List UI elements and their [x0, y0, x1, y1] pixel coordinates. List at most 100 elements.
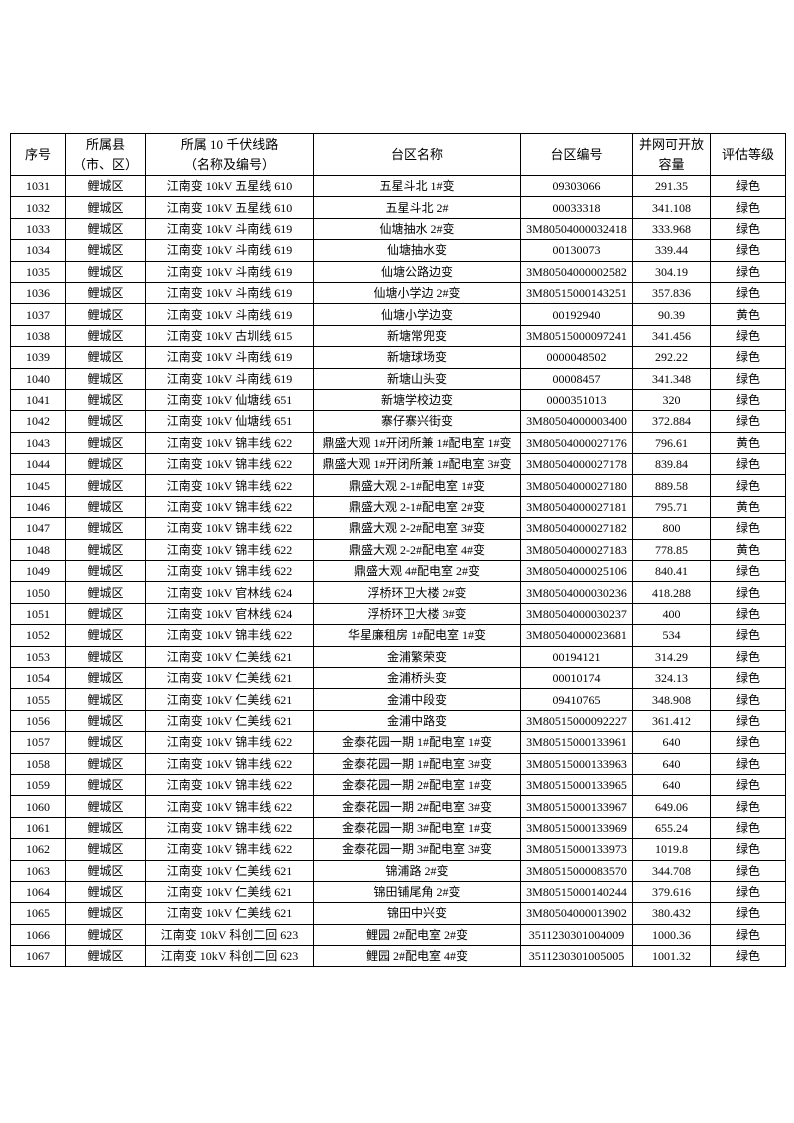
table-cell: 3M80504000027181 [520, 495, 633, 519]
table-row: 1039 鲤城区 江南变 10kV 斗南线 619 新塘球场变 0000048502 29… [10, 346, 786, 369]
table-cell: 1041 [10, 388, 66, 412]
table-cell: 江南变 10kV 斗南线 619 [145, 260, 314, 283]
header-cell: 台区编号 [520, 133, 633, 176]
table-cell: 1033 [10, 217, 66, 241]
table-cell: 江南变 10kV 斗南线 619 [145, 303, 314, 326]
table-row: 1065 鲤城区 江南变 10kV 仁美线 621 锦田中兴变 3M8050400001… [10, 902, 786, 925]
table-cell: 795.71 [632, 495, 711, 519]
table-cell: 1040 [10, 367, 66, 390]
table-cell: 江南变 10kV 科创二回 623 [145, 923, 314, 947]
table-cell: 778.85 [632, 538, 711, 562]
table-row: 1048 鲤城区 江南变 10kV 锦丰线 622 鼎盛大观 2-2#配电室 4#变 3… [10, 538, 786, 562]
table-row: 1067 鲤城区 江南变 10kV 科创二回 623 鲤园 2#配电室 4#变 3511… [10, 945, 786, 968]
table-cell: 341.108 [632, 196, 711, 219]
table-cell: 0000048502 [520, 346, 633, 369]
table-cell: 绿色 [710, 880, 786, 904]
table-cell: 649.06 [632, 795, 711, 818]
table-cell: 绿色 [710, 324, 786, 348]
table-cell: 金泰花园一期 3#配电室 3#变 [313, 838, 521, 861]
table-cell: 09303066 [520, 174, 633, 198]
header-text: 台区编号 [550, 146, 603, 162]
table-cell: 新塘山头变 [313, 367, 521, 390]
table-row: 1054 鲤城区 江南变 10kV 仁美线 621 金浦桥头变 00010174 324.… [10, 666, 786, 690]
table-cell: 839.84 [632, 453, 711, 476]
table-cell: 1053 [10, 645, 66, 668]
table-row: 1038 鲤城区 江南变 10kV 古圳线 615 新塘常兜变 3M8051500009… [10, 324, 786, 348]
table-cell: 绿色 [710, 239, 786, 262]
table-cell: 鲤城区 [65, 560, 146, 583]
table-row: 1061 鲤城区 江南变 10kV 锦丰线 622 金泰花园一期 3#配电室 1#变 3… [10, 816, 786, 840]
table-cell: 金浦繁荣变 [313, 645, 521, 668]
header-text: 台区名称 [390, 146, 443, 162]
table-cell: 341.456 [632, 324, 711, 348]
table-cell: 09410765 [520, 688, 633, 711]
table-cell: 江南变 10kV 古圳线 615 [145, 324, 314, 348]
header-cell: 所属县 （市、区） [65, 133, 146, 176]
table-cell: 292.22 [632, 346, 711, 369]
header-text: 所属 10 千伏线路 [180, 136, 279, 152]
table-cell: 江南变 10kV 锦丰线 622 [145, 624, 314, 647]
table-cell: 鲤城区 [65, 880, 146, 904]
table-cell: 江南变 10kV 仙塘线 651 [145, 388, 314, 412]
table-cell: 3M80504000032418 [520, 217, 633, 241]
table-cell: 鲤城区 [65, 388, 146, 412]
table-cell: 3M80515000133961 [520, 731, 633, 754]
table-row: 1059 鲤城区 江南变 10kV 锦丰线 622 金泰花园一期 2#配电室 1#变 3… [10, 773, 786, 797]
table-cell: 江南变 10kV 仙塘线 651 [145, 410, 314, 433]
table-cell: 绿色 [710, 346, 786, 369]
table-cell: 江南变 10kV 锦丰线 622 [145, 538, 314, 562]
table-cell: 1034 [10, 239, 66, 262]
table-cell: 金泰花园一期 3#配电室 1#变 [313, 816, 521, 840]
table-cell: 1000.36 [632, 923, 711, 947]
table-row: 1046 鲤城区 江南变 10kV 锦丰线 622 鼎盛大观 2-1#配电室 2#变 3… [10, 495, 786, 519]
table-cell: 五星斗北 1#变 [313, 174, 521, 198]
table-cell: 鲤城区 [65, 517, 146, 540]
table-cell: 江南变 10kV 斗南线 619 [145, 346, 314, 369]
table-cell: 1047 [10, 517, 66, 540]
table-cell: 3M80504000030236 [520, 581, 633, 604]
header-cell: 台区名称 [313, 133, 521, 176]
table-cell: 鲤城区 [65, 859, 146, 882]
table-cell: 黄色 [710, 538, 786, 562]
table-cell: 绿色 [710, 474, 786, 497]
table-cell: 锦浦路 2#变 [313, 859, 521, 882]
table-cell: 江南变 10kV 锦丰线 622 [145, 495, 314, 519]
table-row: 1063 鲤城区 江南变 10kV 仁美线 621 锦浦路 2#变 3M80515000… [10, 859, 786, 882]
table-cell: 889.58 [632, 474, 711, 497]
table-cell: 鲤城区 [65, 196, 146, 219]
table-cell: 鲤城区 [65, 538, 146, 562]
table-cell: 绿色 [710, 945, 786, 968]
table-cell: 黄色 [710, 303, 786, 326]
table-cell: 3M80515000092227 [520, 709, 633, 733]
table-cell: 鲤城区 [65, 816, 146, 840]
table-cell: 鲤城区 [65, 410, 146, 433]
table-cell: 1059 [10, 773, 66, 797]
table-cell: 341.348 [632, 367, 711, 390]
table-cell: 380.432 [632, 902, 711, 925]
table-cell: 361.412 [632, 709, 711, 733]
table-cell: 640 [632, 773, 711, 797]
table-cell: 3M80515000133973 [520, 838, 633, 861]
table-cell: 00194121 [520, 645, 633, 668]
table-cell: 鲤城区 [65, 731, 146, 754]
table-row: 1043 鲤城区 江南变 10kV 锦丰线 622 鼎盛大观 1#开闭所兼 1#配电室… [10, 431, 786, 455]
table-cell: 鲤城区 [65, 752, 146, 775]
table-cell: 绿色 [710, 645, 786, 668]
table-cell: 鼎盛大观 2-2#配电室 4#变 [313, 538, 521, 562]
table-cell: 314.29 [632, 645, 711, 668]
table-cell: 锦田铺尾角 2#变 [313, 880, 521, 904]
table-cell: 1044 [10, 453, 66, 476]
table-cell: 0000351013 [520, 388, 633, 412]
table-cell: 3M80515000133965 [520, 773, 633, 797]
table-row: 1062 鲤城区 江南变 10kV 锦丰线 622 金泰花园一期 3#配电室 3#变 3… [10, 838, 786, 861]
table-row: 1031 鲤城区 江南变 10kV 五星线 610 五星斗北 1#变 09303066 2… [10, 174, 786, 198]
table-row: 1053 鲤城区 江南变 10kV 仁美线 621 金浦繁荣变 00194121 314.… [10, 645, 786, 668]
table-cell: 华星廉租房 1#配电室 1#变 [313, 624, 521, 647]
table-cell: 372.884 [632, 410, 711, 433]
table-cell: 鲤城区 [65, 174, 146, 198]
table-cell: 绿色 [710, 217, 786, 241]
table-cell: 鲤城区 [65, 495, 146, 519]
header-text: （市、区） [72, 156, 138, 172]
table-cell: 1019.8 [632, 838, 711, 861]
